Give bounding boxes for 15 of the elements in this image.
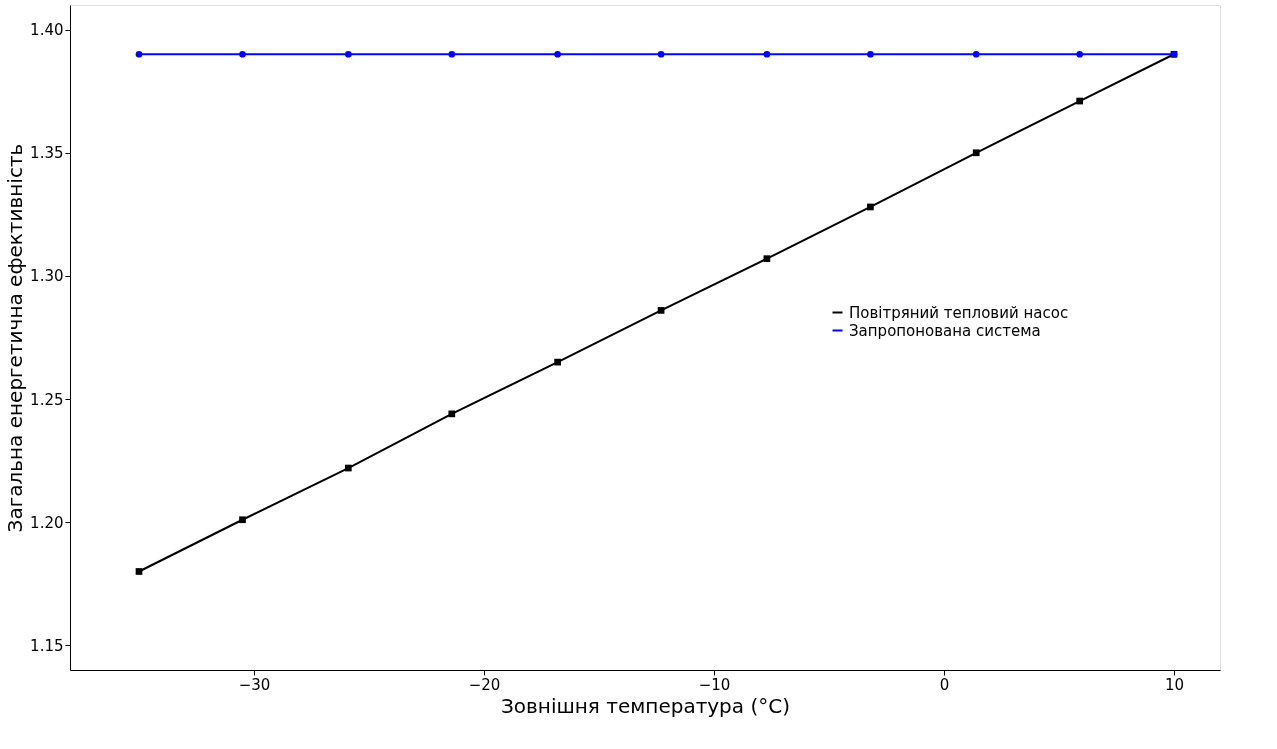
y-tick-label: 1.25 [30,390,64,409]
legend-label: Запропонована система [849,321,1041,340]
x-tick-label: 10 [1164,675,1185,694]
y-tick-label: 1.15 [30,636,64,655]
x-axis-title: Зовнішня температура (°C) [501,693,790,718]
y-tick-label: 1.30 [30,267,64,286]
x-tick-label: −30 [238,675,271,694]
y-axis-title: Загальна енергетична ефективність [3,143,28,533]
y-tick-label: 1.20 [30,513,64,532]
legend-label: Повітряний тепловий насос [849,303,1069,322]
y-tick-label: 1.35 [30,144,64,163]
x-tick-label: 0 [939,675,950,694]
y-tick-label: 1.40 [30,21,64,40]
x-tick-label: −10 [698,675,731,694]
x-tick-label: −20 [468,675,501,694]
